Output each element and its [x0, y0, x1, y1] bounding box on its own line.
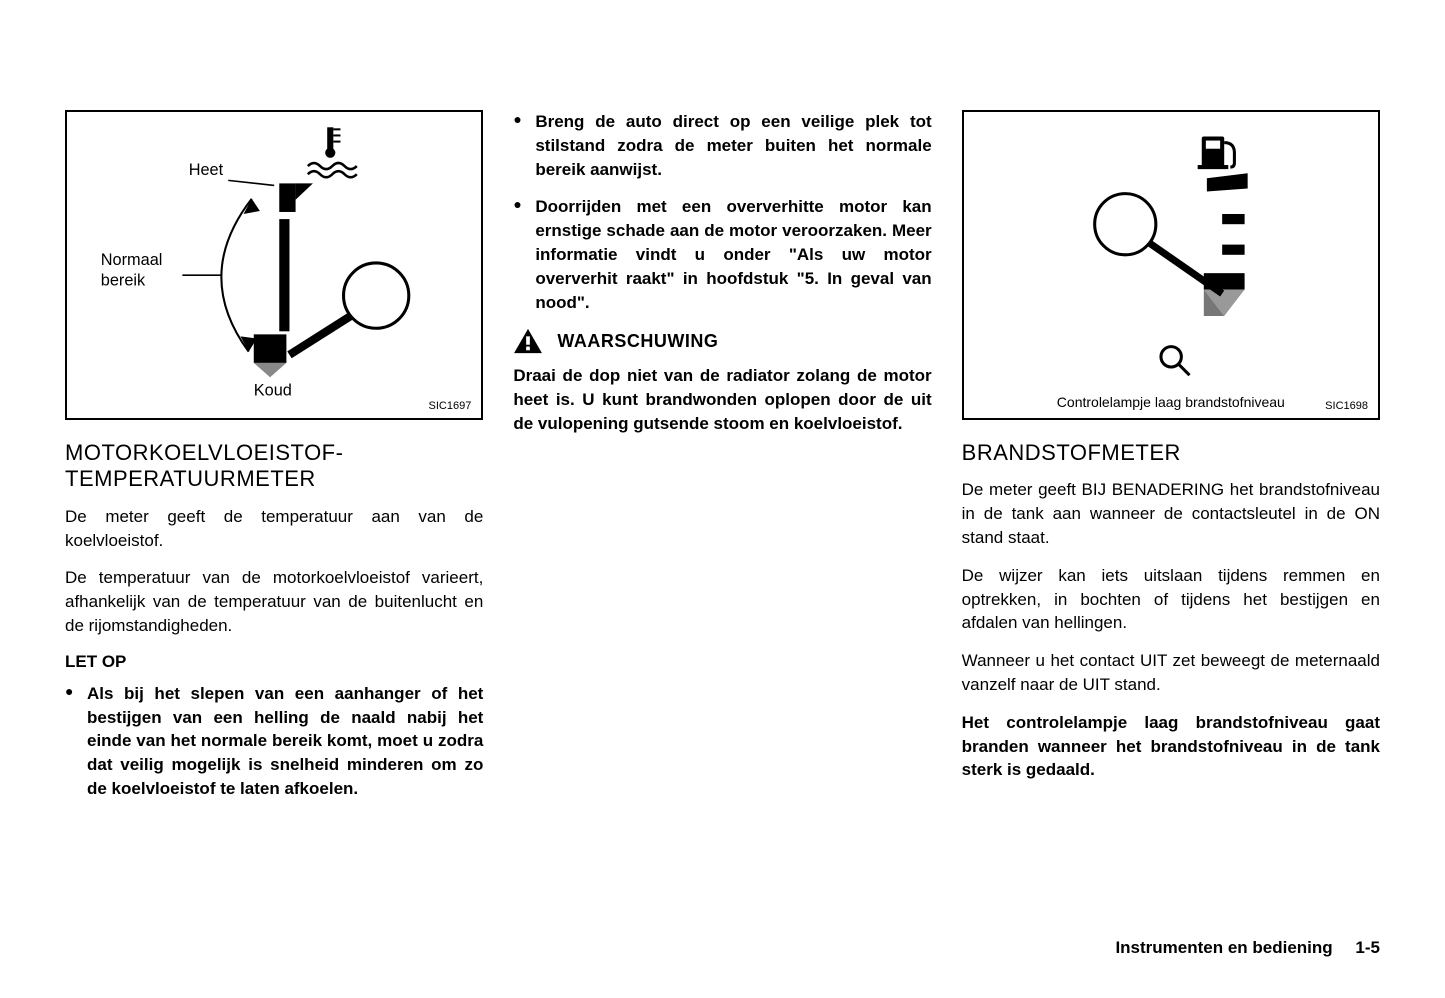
heading-coolant-l2: TEMPERATUURMETER — [65, 466, 316, 491]
col3-p1: De meter geeft BIJ BENADERING het brands… — [962, 478, 1380, 549]
footer-pagenum: 1-5 — [1355, 938, 1380, 957]
column-3: Controlelampje laag brandstofniveau SIC1… — [962, 110, 1380, 958]
label-hot: Heet — [189, 161, 224, 179]
footer-section: Instrumenten en bediening — [1115, 938, 1332, 957]
col2-bullet-1: Breng de auto direct op een veilige plek… — [513, 110, 931, 181]
figure-coolant-temp: Heet Normaal bereik Koud SIC1697 — [65, 110, 483, 420]
coolant-gauge-illustration: Heet Normaal bereik Koud — [67, 112, 481, 418]
heading-fuel: BRANDSTOFMETER — [962, 440, 1380, 466]
label-normal-1: Normaal — [101, 251, 163, 269]
col2-bullet-2: Doorrijden met een oververhitte motor ka… — [513, 195, 931, 314]
col3-p4: Het controlelampje laag brandstofniveau … — [962, 711, 1380, 782]
warning-text: Draai de dop niet van de radiator zolang… — [513, 364, 931, 435]
col1-bullet-1: Als bij het slepen van een aanhanger of … — [65, 682, 483, 801]
warning-triangle-icon — [513, 328, 543, 354]
col3-p2: De wijzer kan iets uitslaan tijdens remm… — [962, 564, 1380, 635]
caution-label: LET OP — [65, 652, 483, 672]
warning-label: WAARSCHUWING — [557, 331, 718, 352]
page-footer: Instrumenten en bediening 1-5 — [1115, 938, 1380, 958]
col3-p3: Wanneer u het contact UIT zet beweegt de… — [962, 649, 1380, 697]
col2-list: Breng de auto direct op een veilige plek… — [513, 110, 931, 314]
fuel-gauge-illustration — [964, 112, 1378, 418]
figure-id-1: SIC1697 — [429, 400, 472, 412]
warning-row: WAARSCHUWING — [513, 328, 931, 354]
heading-coolant-l1: MOTORKOELVLOEISTOF- — [65, 440, 343, 465]
page: Heet Normaal bereik Koud SIC1697 MOTORKO… — [65, 110, 1380, 958]
col1-p1: De meter geeft de temperatuur aan van de… — [65, 505, 483, 553]
label-cold: Koud — [254, 382, 292, 400]
col1-list: Als bij het slepen van een aanhanger of … — [65, 682, 483, 801]
figure-id-2: SIC1698 — [1325, 400, 1368, 412]
label-normal-2: bereik — [101, 271, 146, 289]
figure-2-caption: Controlelampje laag brandstofniveau — [964, 394, 1378, 410]
figure-fuel-gauge: Controlelampje laag brandstofniveau SIC1… — [962, 110, 1380, 420]
col1-p2: De temperatuur van de motorkoelvloeistof… — [65, 566, 483, 637]
heading-coolant: MOTORKOELVLOEISTOF- TEMPERATUURMETER — [65, 440, 483, 493]
column-1: Heet Normaal bereik Koud SIC1697 MOTORKO… — [65, 110, 483, 958]
column-2: Breng de auto direct op een veilige plek… — [513, 110, 931, 958]
